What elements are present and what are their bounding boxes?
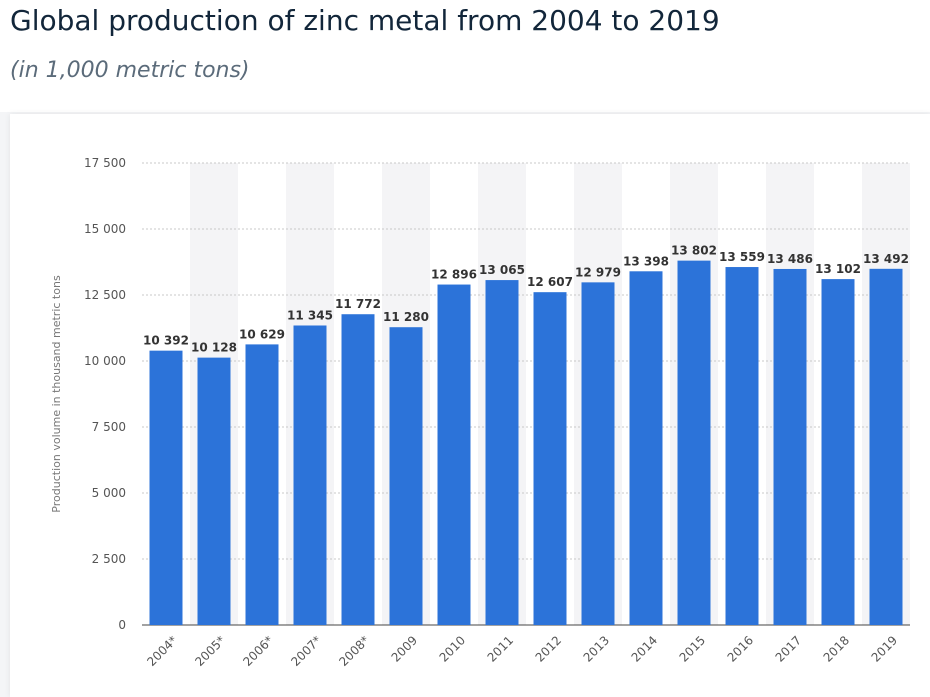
y-tick-label: 12 500 — [84, 288, 126, 302]
data-label: 13 102 — [815, 262, 861, 276]
bar-2013[interactable] — [581, 282, 615, 625]
x-tick-label: 2018 — [821, 633, 852, 664]
data-label: 13 398 — [623, 254, 669, 268]
chart-card: 0 2 500 5 000 7 500 10 000 12 500 15 000 17 500… — [10, 114, 930, 697]
bar-chart: 0 2 500 5 000 7 500 10 000 12 500 15 000 17 500… — [50, 156, 910, 669]
data-label: 13 559 — [719, 250, 765, 264]
bar-2011[interactable] — [485, 280, 519, 625]
data-label: 11 772 — [335, 297, 381, 311]
y-tick-label: 10 000 — [84, 354, 126, 368]
data-label: 12 607 — [527, 275, 573, 289]
bar-2009[interactable] — [389, 327, 423, 625]
bar-2005[interactable] — [197, 357, 231, 625]
data-label: 11 345 — [287, 308, 333, 322]
x-tick-label: 2019 — [869, 633, 900, 664]
y-tick-label: 5 000 — [92, 486, 126, 500]
y-tick-label: 17 500 — [84, 156, 126, 170]
data-label: 11 280 — [383, 310, 429, 324]
x-tick-label: 2015 — [677, 633, 708, 664]
x-tick-label: 2009 — [389, 633, 420, 664]
bar-2004[interactable] — [149, 350, 183, 625]
data-label: 13 492 — [863, 252, 909, 266]
bar-2008[interactable] — [341, 314, 375, 625]
bar-2017[interactable] — [773, 268, 807, 625]
bar-2018[interactable] — [821, 279, 855, 625]
x-tick-label: 2017 — [773, 633, 804, 664]
bar-2014[interactable] — [629, 271, 663, 625]
x-tick-label: 2008* — [336, 633, 372, 669]
header: Global production of zinc metal from 200… — [0, 0, 930, 112]
y-tick-label: 7 500 — [92, 420, 126, 434]
x-tick-label: 2011 — [485, 633, 516, 664]
x-tick-label: 2006* — [240, 633, 276, 669]
bar-2015[interactable] — [677, 260, 711, 625]
bar-2019[interactable] — [869, 268, 903, 625]
y-tick-label: 0 — [118, 618, 126, 632]
y-tick-label: 15 000 — [84, 222, 126, 236]
x-tick-label: 2012 — [533, 633, 564, 664]
x-axis-ticks: 2004* 2005* 2006* 2007* 2008* 2009 2010 2011 201… — [144, 633, 900, 669]
data-label: 10 392 — [143, 334, 189, 348]
x-tick-label: 2014 — [629, 633, 660, 664]
x-tick-label: 2004* — [144, 633, 180, 669]
data-label: 10 629 — [239, 327, 285, 341]
x-tick-label: 2010 — [437, 633, 468, 664]
data-label: 13 065 — [479, 263, 525, 277]
data-label: 13 486 — [767, 252, 813, 266]
bar-2012[interactable] — [533, 292, 567, 625]
bar-2016[interactable] — [725, 267, 759, 625]
x-tick-label: 2007* — [288, 633, 324, 669]
bar-2006[interactable] — [245, 344, 279, 625]
y-axis-ticks: 0 2 500 5 000 7 500 10 000 12 500 15 000 17 500 — [84, 156, 126, 632]
bar-2010[interactable] — [437, 284, 471, 625]
chart-title: Global production of zinc metal from 200… — [10, 4, 720, 37]
data-label: 10 128 — [191, 341, 237, 355]
chart-subtitle: (in 1,000 metric tons) — [10, 58, 250, 83]
data-label: 12 979 — [575, 265, 621, 279]
x-tick-label: 2016 — [725, 633, 756, 664]
data-label: 12 896 — [431, 268, 477, 282]
x-tick-label: 2005* — [192, 633, 228, 669]
bars — [149, 260, 903, 625]
y-tick-label: 2 500 — [92, 552, 126, 566]
data-label: 13 802 — [671, 244, 717, 258]
y-axis-title: Production volume in thousand metric ton… — [50, 275, 63, 513]
x-tick-label: 2013 — [581, 633, 612, 664]
bar-2007[interactable] — [293, 325, 327, 625]
